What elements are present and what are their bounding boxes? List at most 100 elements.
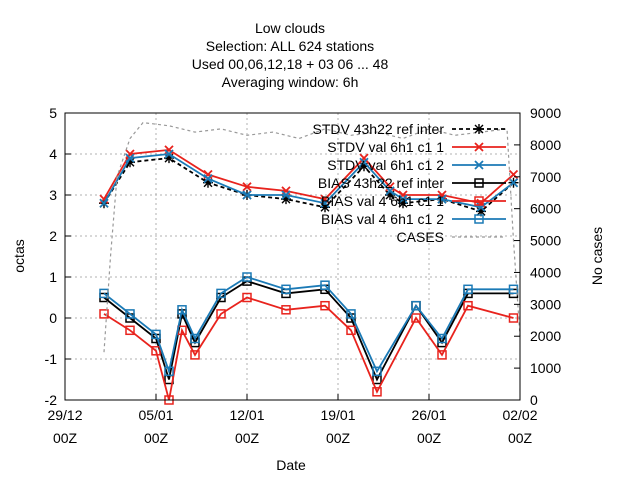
- legend-label: STDV 43h22 ref inter: [312, 121, 444, 137]
- chart-title-line-3: Used 00,06,12,18 + 03 06 ... 48: [192, 56, 389, 72]
- chart-title: Low clouds Selection: ALL 624 stations U…: [192, 20, 389, 90]
- square-marker: [346, 309, 356, 319]
- y-axis-label: octas: [11, 239, 27, 272]
- plot-series: [99, 121, 521, 405]
- star-marker: [474, 124, 484, 134]
- cross-marker: [474, 142, 484, 152]
- x-tick-label-hour: 00Z: [417, 430, 442, 446]
- chart-title-line-2: Selection: ALL 624 stations: [206, 38, 374, 54]
- square-marker: [320, 280, 330, 290]
- square-marker: [151, 346, 161, 356]
- y-tick-label: 5: [49, 105, 57, 121]
- square-marker: [463, 300, 473, 311]
- series-2: [99, 149, 519, 212]
- y2-tick-label: 8000: [530, 137, 561, 153]
- square-marker: [320, 300, 330, 311]
- legend-label: CASES: [397, 229, 444, 245]
- square-marker: [125, 325, 135, 336]
- cross-marker: [385, 186, 395, 196]
- series-line: [103, 280, 514, 382]
- cross-marker: [508, 169, 519, 180]
- cross-marker: [398, 194, 408, 204]
- square-marker: [346, 325, 356, 336]
- square-marker: [242, 272, 252, 282]
- square-marker: [281, 305, 291, 315]
- legend-label: BIAS val 4 6h1 c1 2: [321, 211, 444, 227]
- axis-ticks: -2 -1 0 1 2 3 4 5 0 1000 2000 3000 4000 5000 6000 7000 8…: [45, 105, 562, 446]
- square-marker: [372, 366, 382, 377]
- cross-marker: [203, 173, 213, 184]
- cross-marker: [474, 160, 484, 170]
- star-marker: [320, 202, 330, 213]
- y2-tick-label: 0: [530, 392, 538, 408]
- square-marker: [190, 350, 200, 360]
- legend-label: STDV val 6h1 c1 1: [327, 139, 444, 155]
- x-tick-label-date: 26/01: [411, 407, 446, 423]
- y-tick-label: 0: [49, 310, 57, 326]
- series-line: [103, 121, 521, 353]
- y2-tick-label: 2000: [530, 328, 561, 344]
- square-marker: [437, 350, 447, 360]
- square-marker: [177, 305, 187, 315]
- series-6: [103, 121, 521, 353]
- square-marker: [151, 329, 161, 340]
- y-tick-label: 3: [49, 187, 57, 203]
- x-tick-label-date: 12/01: [229, 407, 264, 423]
- y2-tick-label: 4000: [530, 264, 561, 280]
- plot-frame: [64, 112, 521, 401]
- square-marker: [437, 333, 447, 344]
- series-4: [99, 292, 519, 405]
- y-tick-label: 1: [49, 269, 57, 285]
- x-tick-label-date: 05/01: [138, 407, 173, 423]
- legend: STDV 43h22 ref inter STDV val 6h1 c1 1 STD…: [312, 121, 506, 245]
- series-5: [99, 272, 519, 377]
- star-marker: [359, 161, 369, 172]
- x-tick-label-hour: 00Z: [508, 430, 533, 446]
- square-marker: [190, 333, 200, 344]
- square-marker: [99, 309, 109, 319]
- legend-label: BIAS val 4 6h1 c1 1: [321, 193, 444, 209]
- star-marker: [476, 206, 486, 217]
- series-line: [103, 296, 514, 401]
- chart-title-line-4: Averaging window: 6h: [222, 74, 359, 90]
- square-marker: [508, 313, 519, 323]
- y-tick-label: -1: [45, 351, 58, 367]
- star-marker: [203, 177, 213, 188]
- square-marker: [242, 292, 252, 303]
- x-tick-label-date: 19/01: [320, 407, 355, 423]
- star-marker: [125, 157, 135, 168]
- y2-tick-label: 9000: [530, 105, 561, 121]
- x-tick-label-hour: 00Z: [53, 430, 78, 446]
- y2-tick-label: 7000: [530, 169, 561, 185]
- cross-marker: [320, 198, 330, 208]
- square-marker: [463, 284, 473, 295]
- star-marker: [398, 198, 408, 209]
- square-marker: [281, 284, 291, 295]
- series-line: [103, 157, 515, 213]
- x-tick-label-hour: 00Z: [326, 430, 351, 446]
- star-marker: [164, 153, 174, 164]
- cross-marker: [359, 157, 369, 167]
- square-marker: [216, 288, 226, 299]
- star-marker: [281, 194, 291, 205]
- y2-tick-label: 1000: [530, 360, 561, 376]
- square-marker: [474, 214, 484, 224]
- cross-marker: [99, 198, 109, 208]
- legend-label: STDV val 6h1 c1 2: [327, 157, 444, 173]
- square-marker: [411, 313, 421, 323]
- chart-title-line-1: Low clouds: [255, 20, 325, 36]
- square-marker: [372, 387, 382, 397]
- series-line: [103, 276, 514, 375]
- star-marker: [385, 190, 395, 200]
- square-marker: [99, 288, 109, 299]
- y2-tick-label: 5000: [530, 233, 561, 249]
- cross-marker: [242, 190, 252, 200]
- y2-tick-label: 3000: [530, 296, 561, 312]
- y-tick-label: -2: [45, 392, 58, 408]
- square-marker: [411, 300, 421, 311]
- y-tick-label: 2: [49, 228, 57, 244]
- square-marker: [125, 309, 135, 319]
- x-axis-label: Date: [276, 457, 306, 473]
- series-0: [99, 153, 519, 217]
